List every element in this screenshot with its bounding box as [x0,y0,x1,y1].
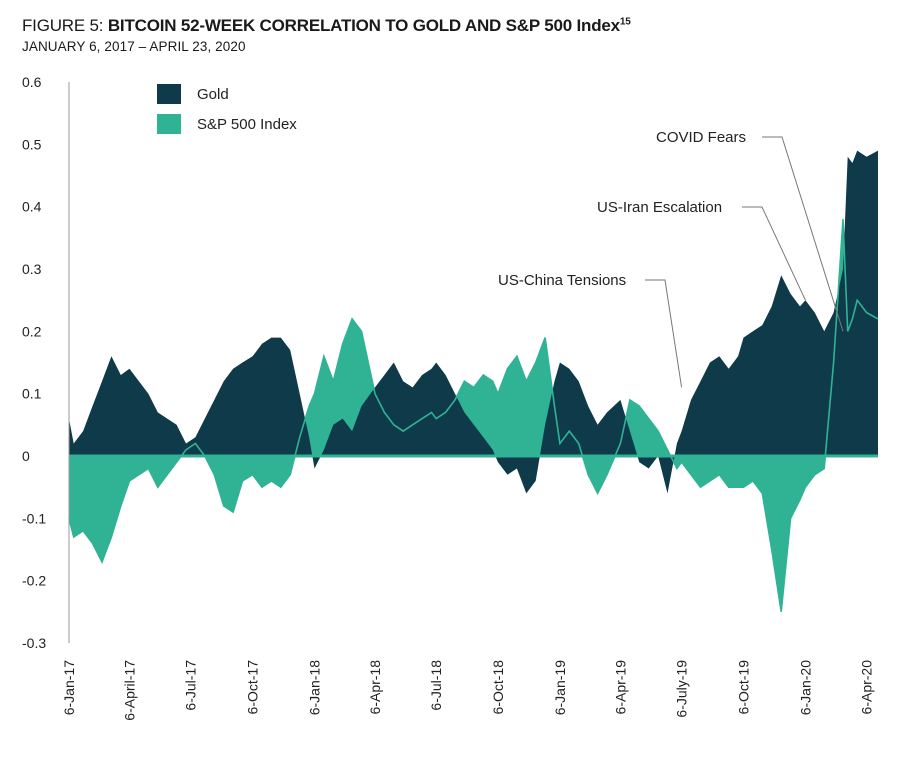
legend-swatch [157,84,181,104]
title-main: BITCOIN 52-WEEK CORRELATION TO GOLD AND … [107,16,620,35]
legend: Gold S&P 500 Index [157,84,297,134]
x-tick-label: 6-Jul-18 [428,660,444,711]
y-tick-label: 0.4 [22,199,42,215]
x-tick-label: 6-Oct-19 [736,660,752,715]
legend-label: S&P 500 Index [197,116,297,133]
y-tick-label: 0.1 [22,386,42,402]
x-tick-label: 6-April-17 [122,660,138,721]
y-tick-label: 0.5 [22,136,42,152]
y-tick-label: 0.6 [22,74,42,90]
x-tick-label: 6-Jan-18 [307,660,323,715]
figure-label: FIGURE 5: [22,16,108,35]
x-tick-label: 6-Oct-18 [490,660,506,715]
annotation-leader-line [742,206,806,301]
chart-subtitle: JANUARY 6, 2017 – APRIL 23, 2020 [22,39,246,54]
series-area-gold [69,150,878,494]
annotation-leader-line [762,136,844,332]
y-tick-label: 0.3 [22,261,42,277]
x-tick-label: 6-Apr-19 [612,660,628,715]
y-tick-label: -0.2 [22,573,46,589]
x-tick-label: 6-Jan-20 [797,660,813,715]
annotation-label: COVID Fears [656,129,746,146]
annotation-label: US-China Tensions [498,272,626,289]
y-tick-label: -0.1 [22,510,46,526]
y-tick-label: 0.2 [22,323,42,339]
x-tick-label: 6-July-19 [674,660,690,718]
legend-swatch [157,114,181,134]
chart-title: FIGURE 5: BITCOIN 52-WEEK CORRELATION TO… [22,16,892,36]
x-tick-label: 6-Jan-17 [61,660,77,715]
annotations-layer: COVID Fears US-Iran Escalation US-China Te… [498,129,844,388]
y-tick-label: 0 [22,448,30,464]
legend-label: Gold [197,86,229,103]
annotation-leader-line [645,279,683,388]
area-layer [68,150,879,612]
x-tick-label: 6-Apr-18 [367,660,383,715]
series-area-sp500 [69,219,878,612]
x-tick-label: 6-Jul-17 [183,660,199,711]
axes-layer: 0.6 0.5 0.4 0.3 0.2 0.1 0 -0.1 -0.2 -0.3 6-Jan-17 6… [22,74,878,721]
title-footnote-marker: 15 [619,16,631,28]
y-tick-label: -0.3 [22,635,46,651]
x-tick-label: 6-Oct-17 [245,660,261,715]
x-tick-label: 6-Apr-20 [859,660,875,715]
chart-header: FIGURE 5: BITCOIN 52-WEEK CORRELATION TO… [22,16,892,54]
x-tick-label: 6-Jan-19 [552,660,568,715]
annotation-label: US-Iran Escalation [597,199,722,216]
